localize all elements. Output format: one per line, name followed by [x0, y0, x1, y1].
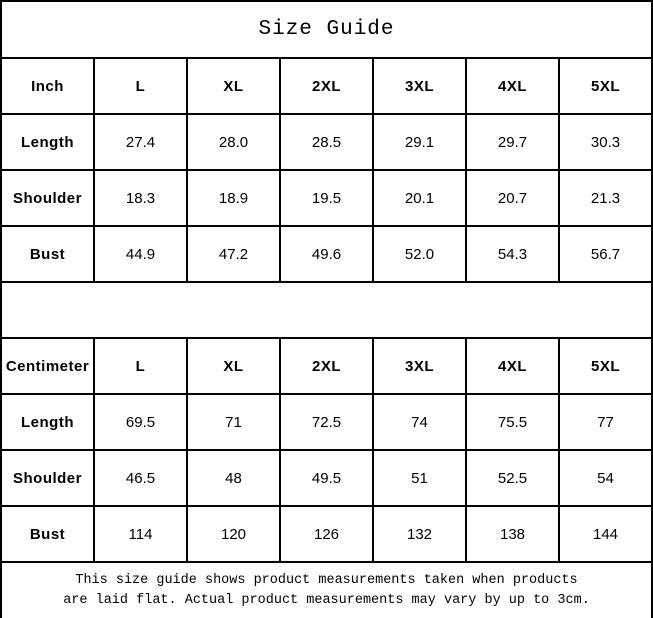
measurement-value-cell: 54	[558, 449, 653, 507]
spacer-cell	[0, 281, 653, 339]
size-column-header: 3XL	[372, 57, 467, 115]
size-column-header: L	[93, 57, 188, 115]
measurement-value-cell: 72.5	[279, 393, 374, 451]
measurement-value-cell: 19.5	[279, 169, 374, 227]
measurement-row: Length 27.4 28.0 28.5 29.1 29.7 30.3	[0, 113, 653, 171]
size-column-header: 5XL	[558, 57, 653, 115]
inch-table-section: Inch L XL 2XL 3XL 4XL 5XL Length 27.4 28.0 28.5 29.…	[0, 57, 653, 283]
measurement-value-cell: 27.4	[93, 113, 188, 171]
measurement-value-cell: 77	[558, 393, 653, 451]
footer-note-line-1: This size guide shows product measuremen…	[75, 572, 578, 588]
measurement-label-cell: Shoulder	[0, 169, 95, 227]
measurement-value-cell: 114	[93, 505, 188, 563]
measurement-value-cell: 21.3	[558, 169, 653, 227]
measurement-value-cell: 132	[372, 505, 467, 563]
measurement-row: Bust 44.9 47.2 49.6 52.0 54.3 56.7	[0, 225, 653, 283]
measurement-value-cell: 138	[465, 505, 560, 563]
measurement-value-cell: 52.5	[465, 449, 560, 507]
measurement-value-cell: 28.0	[186, 113, 281, 171]
size-column-header: 3XL	[372, 337, 467, 395]
size-header-row: Inch L XL 2XL 3XL 4XL 5XL	[0, 57, 653, 115]
measurement-label-cell: Shoulder	[0, 449, 95, 507]
size-column-header: XL	[186, 57, 281, 115]
measurement-value-cell: 18.9	[186, 169, 281, 227]
spacer-row	[0, 281, 653, 339]
measurement-value-cell: 52.0	[372, 225, 467, 283]
measurement-value-cell: 120	[186, 505, 281, 563]
measurement-value-cell: 30.3	[558, 113, 653, 171]
measurement-value-cell: 144	[558, 505, 653, 563]
measurement-value-cell: 54.3	[465, 225, 560, 283]
size-column-header: L	[93, 337, 188, 395]
measurement-row: Bust 114 120 126 132 138 144	[0, 505, 653, 563]
size-guide-title: Size Guide	[0, 0, 653, 59]
size-column-header: 5XL	[558, 337, 653, 395]
measurement-row: Shoulder 18.3 18.9 19.5 20.1 20.7 21.3	[0, 169, 653, 227]
measurement-value-cell: 49.6	[279, 225, 374, 283]
size-column-header: 4XL	[465, 337, 560, 395]
size-column-header: 2XL	[279, 57, 374, 115]
footer-note: This size guide shows product measuremen…	[0, 561, 653, 618]
measurement-value-cell: 48	[186, 449, 281, 507]
measurement-value-cell: 71	[186, 393, 281, 451]
measurement-value-cell: 69.5	[93, 393, 188, 451]
measurement-value-cell: 20.7	[465, 169, 560, 227]
measurement-value-cell: 47.2	[186, 225, 281, 283]
measurement-label-cell: Length	[0, 393, 95, 451]
size-header-row: Centimeter L XL 2XL 3XL 4XL 5XL	[0, 337, 653, 395]
unit-label-cell: Centimeter	[0, 337, 95, 395]
measurement-value-cell: 74	[372, 393, 467, 451]
measurement-value-cell: 49.5	[279, 449, 374, 507]
size-column-header: 4XL	[465, 57, 560, 115]
measurement-value-cell: 56.7	[558, 225, 653, 283]
unit-label-cell: Inch	[0, 57, 95, 115]
size-column-header: XL	[186, 337, 281, 395]
measurement-row: Shoulder 46.5 48 49.5 51 52.5 54	[0, 449, 653, 507]
measurement-label-cell: Length	[0, 113, 95, 171]
measurement-value-cell: 20.1	[372, 169, 467, 227]
measurement-label-cell: Bust	[0, 505, 95, 563]
measurement-label-cell: Bust	[0, 225, 95, 283]
footer-note-line-2: are laid flat. Actual product measuremen…	[63, 592, 590, 608]
size-column-header: 2XL	[279, 337, 374, 395]
measurement-value-cell: 28.5	[279, 113, 374, 171]
measurement-value-cell: 51	[372, 449, 467, 507]
measurement-row: Length 69.5 71 72.5 74 75.5 77	[0, 393, 653, 451]
title-row: Size Guide	[0, 0, 653, 59]
measurement-value-cell: 18.3	[93, 169, 188, 227]
measurement-value-cell: 46.5	[93, 449, 188, 507]
measurement-value-cell: 44.9	[93, 225, 188, 283]
measurement-value-cell: 126	[279, 505, 374, 563]
measurement-value-cell: 29.1	[372, 113, 467, 171]
measurement-value-cell: 29.7	[465, 113, 560, 171]
measurement-value-cell: 75.5	[465, 393, 560, 451]
centimeter-table-section: Centimeter L XL 2XL 3XL 4XL 5XL Length 69.5 71 72.…	[0, 337, 653, 563]
footer-row: This size guide shows product measuremen…	[0, 561, 653, 618]
